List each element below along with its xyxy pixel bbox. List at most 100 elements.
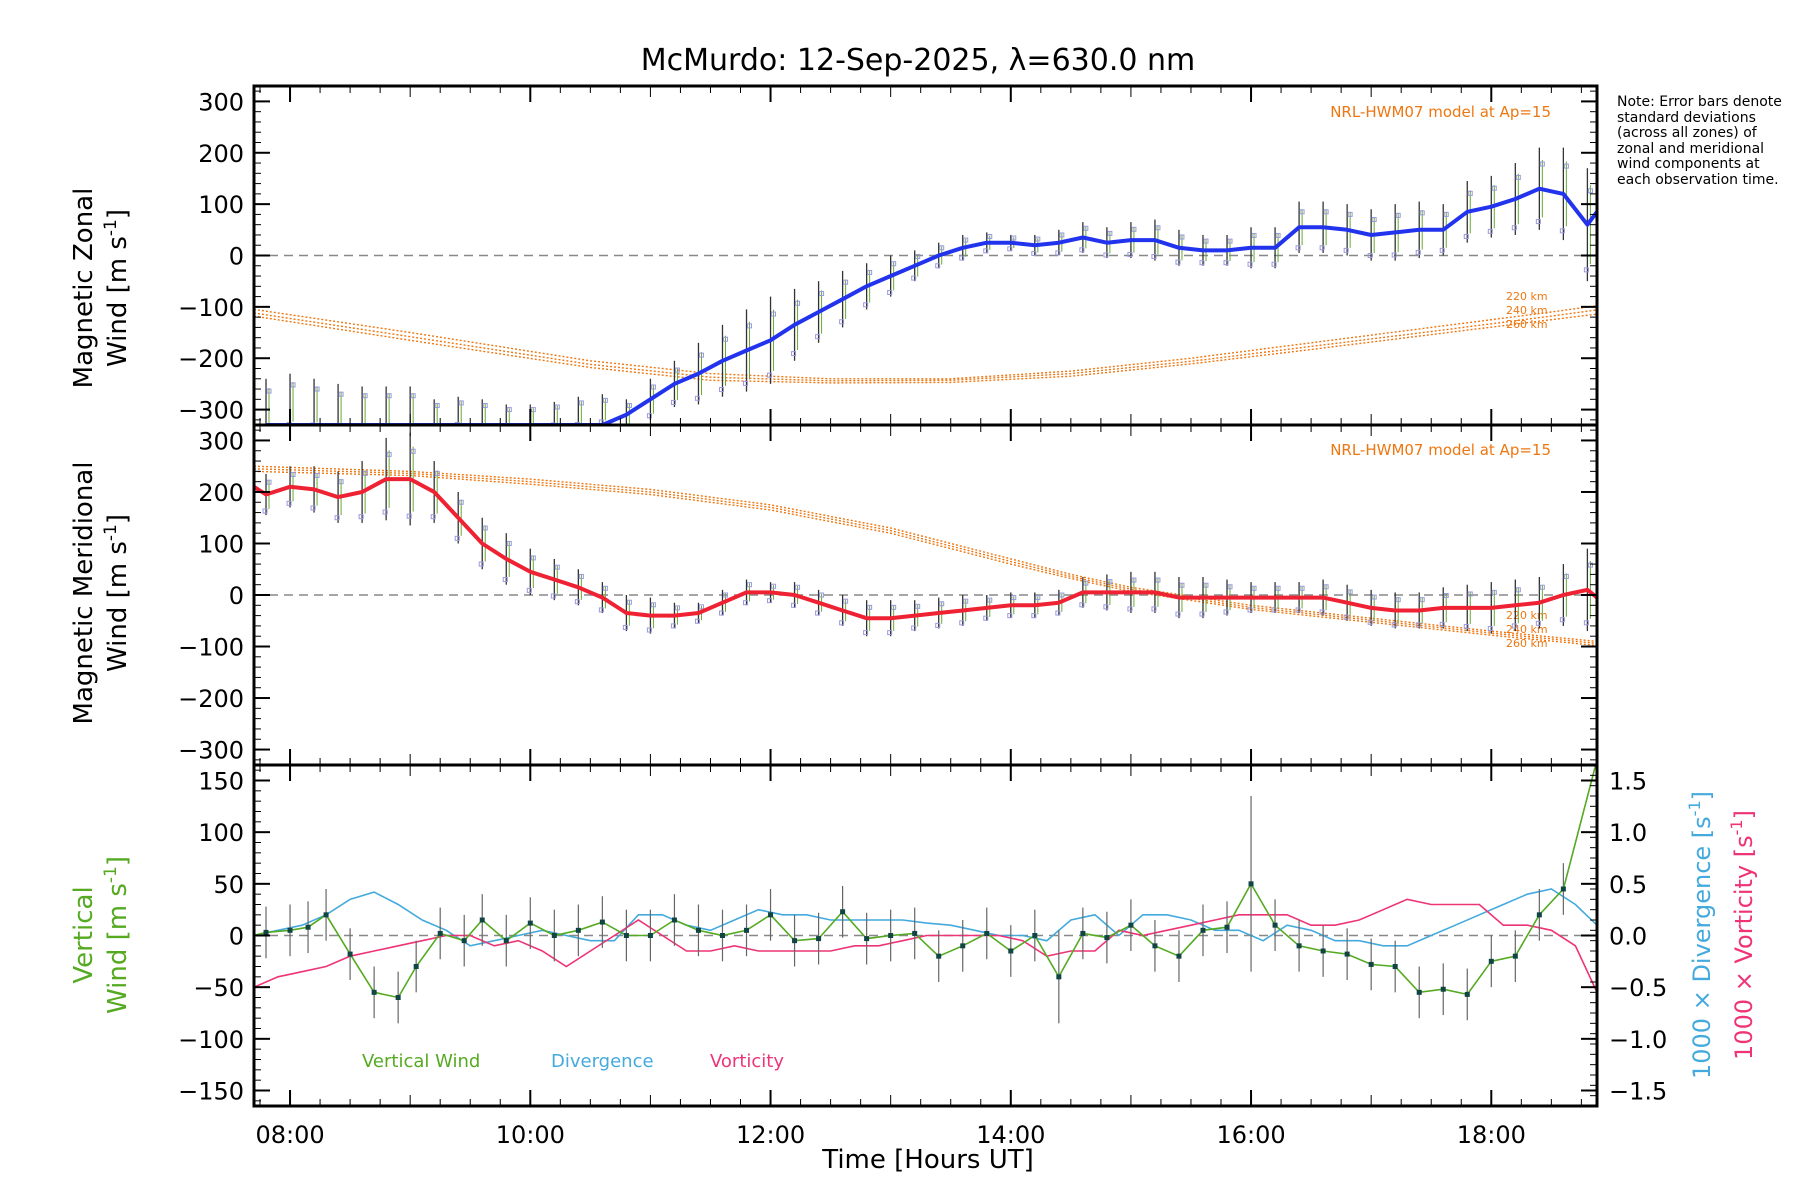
vertical-wind-point <box>1008 948 1014 954</box>
vertical-wind-point <box>768 912 774 918</box>
vertical-wind-point <box>551 933 557 938</box>
meridional-zone-marker <box>935 622 941 628</box>
meridional-zone-marker <box>1035 595 1041 601</box>
zonal-model-220km <box>254 305 1597 380</box>
vertical-wind-point <box>1536 912 1542 918</box>
vertical-wind-point <box>1032 933 1038 938</box>
zonal-model-260km <box>254 313 1597 384</box>
meridional-zone-marker <box>1199 611 1205 617</box>
meridional-zone-marker <box>839 620 845 626</box>
meridional-zone-marker <box>1179 582 1185 588</box>
vertical-wind-point <box>816 936 822 942</box>
meridional-zone-marker <box>1107 579 1113 585</box>
meridional-zone-marker <box>867 604 873 610</box>
zonal-zone-marker <box>743 380 749 386</box>
meridional-zone-marker <box>1275 585 1281 591</box>
vertical-wind-point <box>1416 989 1422 995</box>
meridional-zone-marker <box>1295 607 1301 613</box>
y-tick-label: 100 <box>198 819 244 847</box>
vertical-plot-area <box>254 765 1597 1024</box>
meridional-zone-marker <box>819 592 825 598</box>
zonal-zone-marker <box>335 428 339 432</box>
meridional-zone-marker <box>698 604 704 610</box>
meridional-plot-area <box>254 432 1597 647</box>
meridional-zone-marker <box>887 630 893 636</box>
y-tick-label: 300 <box>198 427 244 455</box>
zonal-zone-marker <box>722 336 728 342</box>
zonal-zone-marker <box>359 426 363 430</box>
meridional-zone-marker <box>983 615 989 621</box>
zonal-zone-marker <box>983 248 989 254</box>
meridional-zone-marker <box>1347 589 1353 595</box>
meridional-zone-marker <box>771 583 777 589</box>
zonal-zone-marker <box>1391 252 1397 258</box>
y-tick-label: 0 <box>229 582 244 610</box>
meridional-zone-marker <box>1175 611 1181 617</box>
meridional-alt-label-260: 260 km <box>1506 637 1548 650</box>
meridional-zone-marker <box>747 582 753 588</box>
vertical-wind-point <box>527 920 533 926</box>
meridional-zone-marker <box>1323 584 1329 590</box>
zonal-zone-marker <box>1323 209 1329 215</box>
vertical-wind-point <box>864 936 870 942</box>
zonal-zone-marker <box>1059 232 1065 238</box>
zonal-zone-marker <box>383 426 387 430</box>
zonal-zone-marker <box>1227 238 1233 244</box>
zonal-zone-marker <box>670 399 676 405</box>
right-tick-label: −0.5 <box>1609 974 1667 1002</box>
zonal-zone-marker <box>767 372 773 378</box>
meridional-zone-marker <box>1559 617 1565 623</box>
meridional-zone-marker <box>262 508 268 514</box>
meridional-zone-marker <box>598 607 604 613</box>
x-tick-label: 08:00 <box>255 1121 324 1149</box>
zonal-zone-marker <box>338 391 344 397</box>
zonal-zone-marker <box>578 400 584 406</box>
vertical-wind-point <box>437 930 443 936</box>
meridional-zone-marker <box>602 585 608 591</box>
zonal-zone-marker <box>1203 238 1209 244</box>
zonal-zone-marker <box>626 402 632 408</box>
zonal-zone-marker <box>1371 217 1377 223</box>
meridional-zone-marker <box>815 610 821 616</box>
zonal-zone-marker <box>1347 211 1353 217</box>
x-tick-label: 14:00 <box>976 1121 1045 1149</box>
y-tick-label: −100 <box>178 1026 244 1054</box>
zonal-zone-marker <box>602 397 608 403</box>
y-tick-label: −150 <box>178 1078 244 1106</box>
meridional-zone-marker <box>1031 613 1037 619</box>
zonal-zone-marker <box>1295 245 1301 251</box>
zonal-zone-marker <box>987 233 993 239</box>
y-tick-label: −100 <box>178 294 244 322</box>
meridional-zone-marker <box>722 592 728 598</box>
zonal-zone-marker <box>863 302 869 308</box>
zonal-ylabel-line2: Wind [m s-1] <box>101 209 133 367</box>
meridional-zone-marker <box>939 601 945 607</box>
meridional-altitude-labels: 220 km 240 km 260 km <box>1506 609 1548 650</box>
right-tick-label: −1.0 <box>1609 1026 1667 1054</box>
meridional-ylabel: Magnetic Meridional Wind [m s-1] <box>69 462 133 725</box>
zonal-wind-line <box>266 186 1597 425</box>
zonal-zone-marker <box>1395 212 1401 218</box>
vertical-wind-point <box>984 930 990 936</box>
meridional-zone-marker <box>314 472 320 478</box>
meridional-zone-marker <box>434 470 440 476</box>
meridional-zone-marker <box>1443 593 1449 599</box>
zonal-zone-marker <box>1007 246 1013 252</box>
meridional-zone-marker <box>1251 585 1257 591</box>
meridional-zone-marker <box>1563 573 1569 579</box>
meridional-zone-marker <box>674 605 680 611</box>
meridional-zone-marker <box>1079 602 1085 608</box>
y-tick-label: −200 <box>178 685 244 713</box>
meridional-zone-marker <box>1271 607 1277 613</box>
zonal-zone-marker <box>1511 225 1517 231</box>
vertical-wind-point <box>1272 922 1278 928</box>
meridional-zone-marker <box>1155 577 1161 583</box>
meridional-zone-marker <box>1539 584 1545 590</box>
y-tick-label: 300 <box>198 88 244 116</box>
vertical-ylabel-line1: Vertical <box>69 886 99 983</box>
zonal-zone-marker <box>791 351 797 357</box>
zonal-zone-marker <box>1583 267 1589 273</box>
meridional-zone-marker <box>1223 609 1229 615</box>
meridional-zone-marker <box>694 618 700 624</box>
meridional-zone-marker <box>1247 607 1253 613</box>
